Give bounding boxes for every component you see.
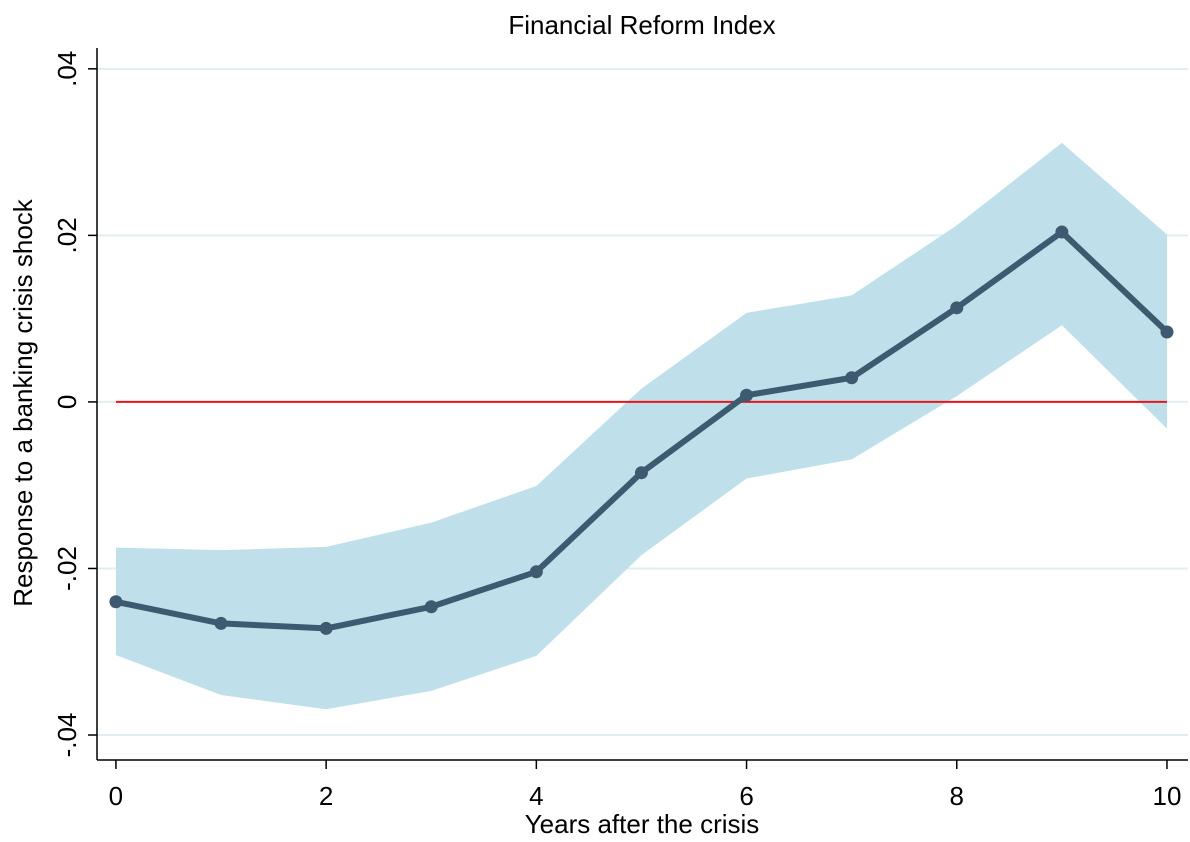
x-tick-label: 2	[319, 781, 333, 811]
point	[529, 565, 543, 579]
chart-title: Financial Reform Index	[508, 10, 775, 40]
y-tick-label: -.02	[52, 546, 82, 591]
point	[1160, 325, 1174, 339]
y-axis-label: Response to a banking crisis shock	[8, 198, 38, 607]
x-tick-label: 6	[739, 781, 753, 811]
point	[845, 371, 859, 385]
y-tick-label: 0	[52, 395, 82, 409]
y-tick-label: -.04	[52, 713, 82, 758]
y-tick-label: .02	[52, 217, 82, 253]
point	[109, 595, 123, 609]
point	[214, 616, 228, 630]
point	[740, 388, 754, 402]
point	[950, 301, 964, 315]
confidence-band	[115, 142, 1167, 710]
point	[1055, 225, 1069, 239]
x-axis-label: Years after the crisis	[525, 809, 760, 839]
x-tick-label: 10	[1153, 781, 1182, 811]
point	[634, 466, 648, 480]
x-tick-label: 8	[950, 781, 964, 811]
point	[319, 621, 333, 635]
y-tick-label: .04	[52, 51, 82, 87]
point	[424, 600, 438, 614]
x-tick-label: 4	[529, 781, 543, 811]
x-tick-label: 0	[109, 781, 123, 811]
